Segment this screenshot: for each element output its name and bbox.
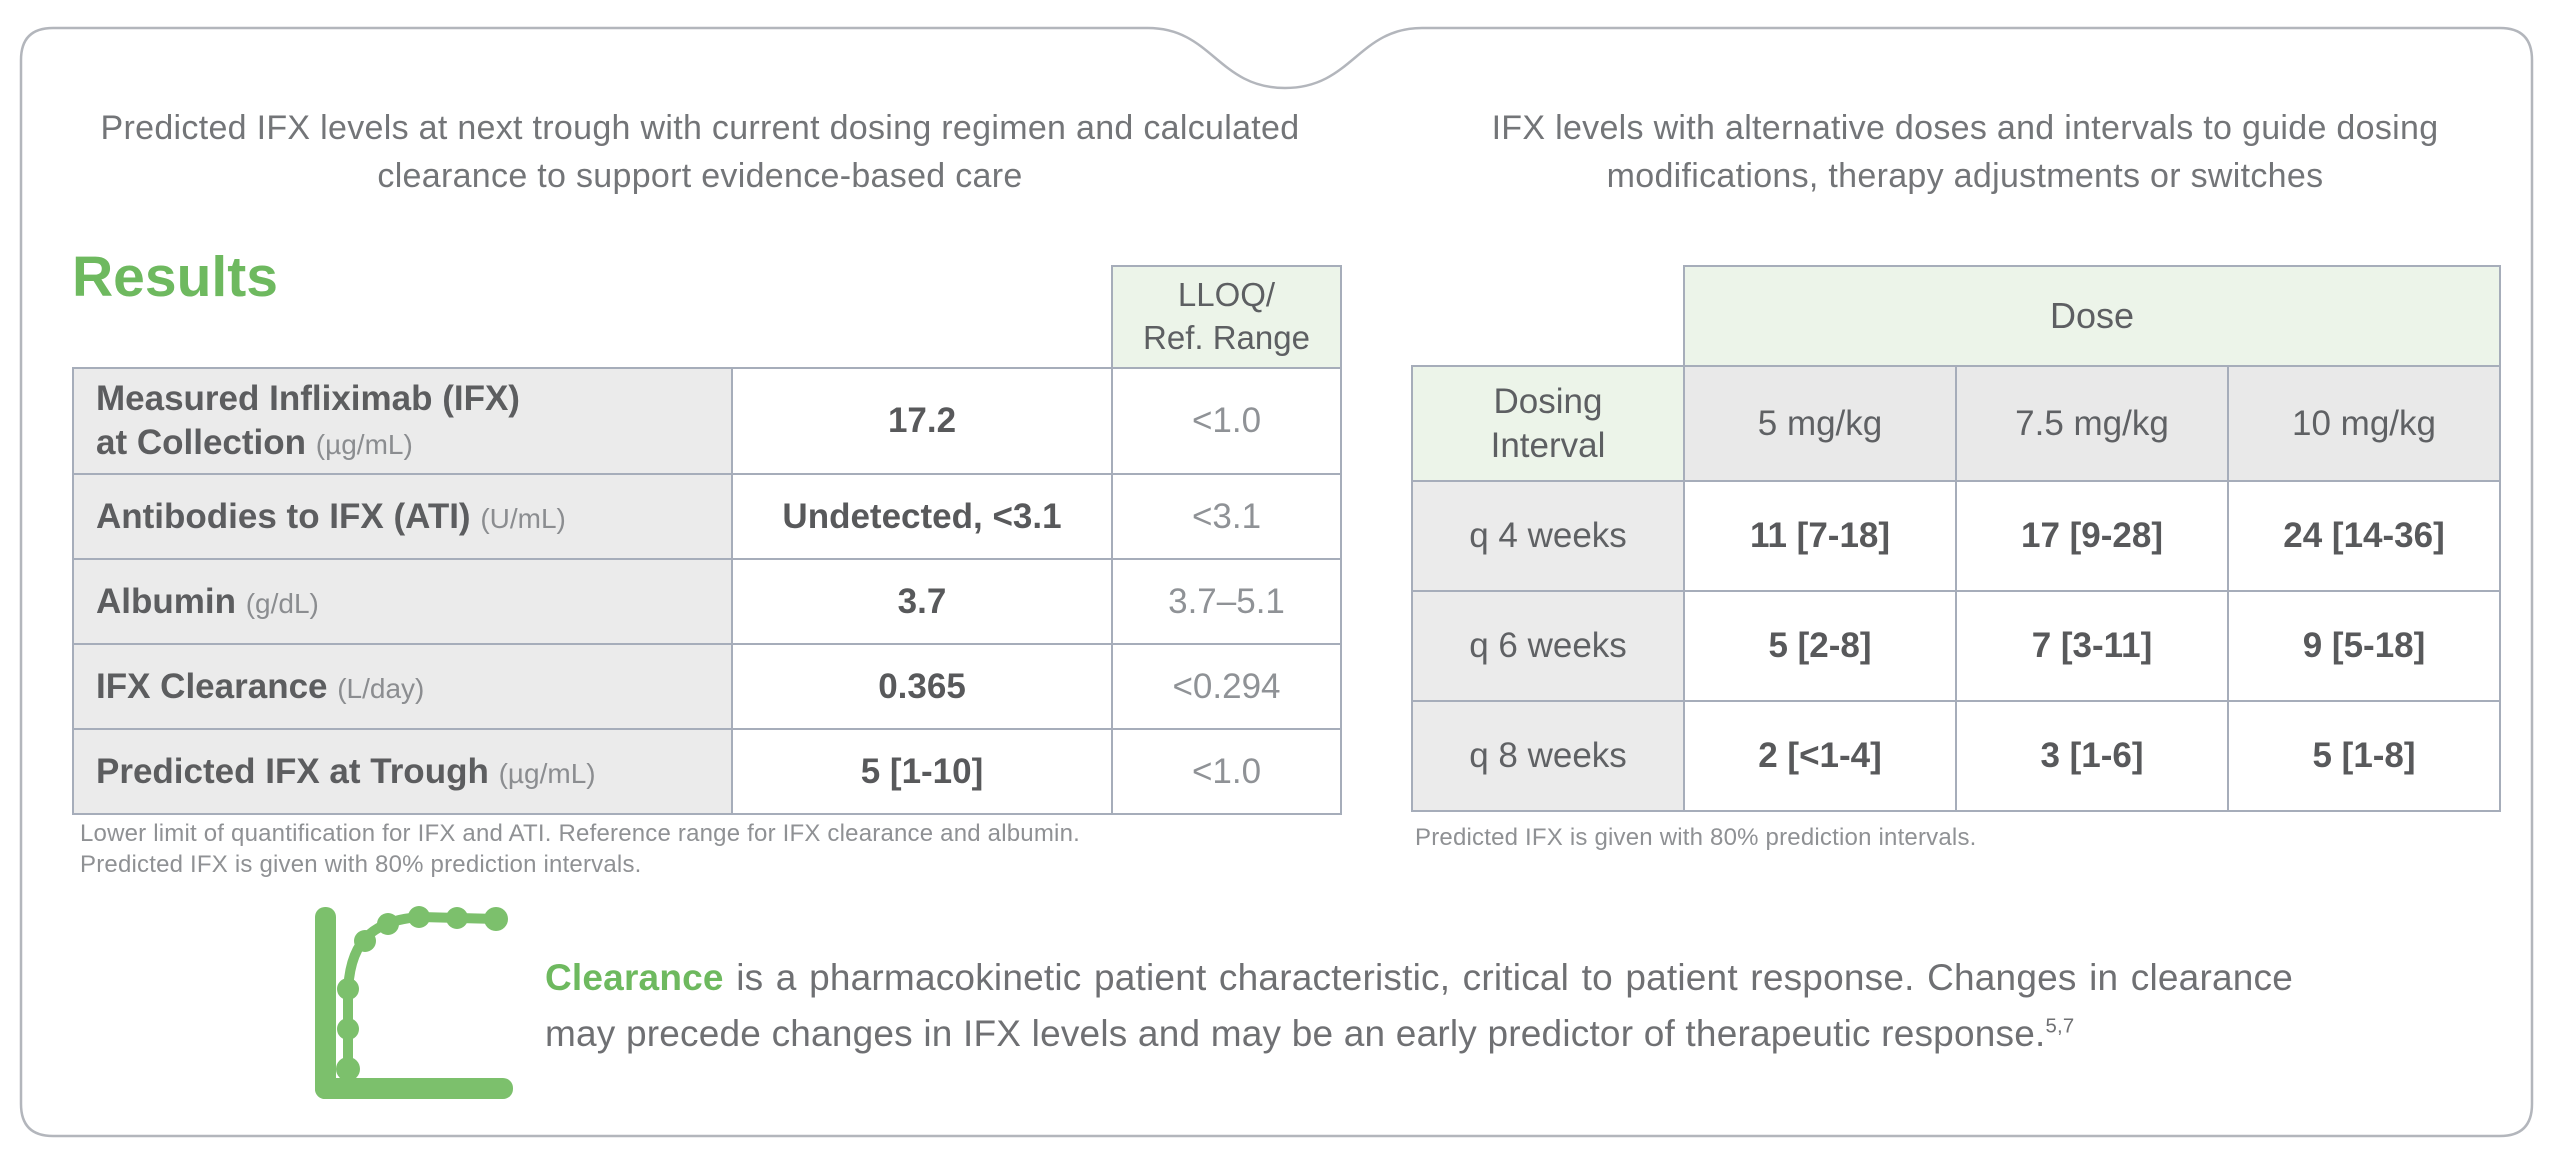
results-heading: Results — [72, 245, 278, 309]
value-q8-7-5mgkg: 3 [1-6] — [1955, 700, 2229, 812]
row-label-measured-ifx: Measured Infliximab (IFX) at Collection … — [72, 367, 733, 475]
dose-subheader-row: Dosing Interval 5 mg/kg 7.5 mg/kg 10 mg/… — [1411, 365, 2502, 482]
intro-right-text: IFX levels with alternative doses and in… — [1491, 109, 2439, 196]
table-row-q6-weeks: q 6 weeks 5 [2-8] 7 [3-11] 9 [5-18] — [1411, 590, 2502, 702]
dose-header-spacer — [1412, 266, 1684, 366]
clearance-note: Clearance is a pharmacokinetic patient c… — [545, 950, 2293, 1061]
lloq-header-line2: Ref. Range — [1143, 319, 1310, 356]
table-row-measured-ifx: Measured Infliximab (IFX) at Collection … — [72, 367, 1342, 475]
row-label-ifx-clearance: IFX Clearance (L/day) — [72, 643, 733, 730]
value-q4-7-5mgkg: 17 [9-28] — [1955, 480, 2229, 592]
label-line1: Measured Infliximab (IFX) — [96, 379, 520, 419]
label-unit: (g/dL) — [245, 587, 319, 619]
lloq-header-line1: LLOQ/ — [1177, 276, 1276, 314]
interval-q8-weeks: q 8 weeks — [1411, 700, 1685, 812]
results-footnote-line2: Predicted IFX is given with 80% predicti… — [80, 851, 642, 879]
dose-header-row: Dose — [1412, 265, 2502, 367]
value-ifx-clearance: 0.365 — [731, 643, 1113, 730]
results-footnote: Lower limit of quantification for IFX an… — [80, 818, 1080, 880]
value-q6-7-5mgkg: 7 [3-11] — [1955, 590, 2229, 702]
row-label-antibodies: Antibodies to IFX (ATI) (U/mL) — [72, 473, 733, 560]
pk-curve-chart-icon — [315, 906, 513, 1099]
label-unit: (U/mL) — [480, 502, 566, 534]
clearance-keyword: Clearance — [545, 957, 724, 998]
value-albumin: 3.7 — [731, 558, 1113, 645]
row-label-albumin: Albumin (g/dL) — [72, 558, 733, 645]
table-row-q8-weeks: q 8 weeks 2 [<1-4] 3 [1-6] 5 [1-8] — [1411, 700, 2502, 812]
lloq-ref-range-header: LLOQ/ Ref. Range — [1111, 265, 1342, 369]
value-antibodies: Undetected, <3.1 — [731, 473, 1113, 560]
dosing-interval-header: Dosing Interval — [1411, 365, 1685, 482]
dose-column-7-5mgkg: 7.5 mg/kg — [1955, 365, 2229, 482]
results-header-row: LLOQ/ Ref. Range — [73, 265, 1342, 369]
intro-left-text: Predicted IFX levels at next trough with… — [100, 109, 1300, 196]
results-header-spacer — [73, 266, 1112, 368]
table-row-predicted-ifx: Predicted IFX at Trough (µg/mL) 5 [1-10]… — [72, 728, 1342, 815]
label-line1: IFX Clearance — [96, 666, 328, 706]
value-q8-5mgkg: 2 [<1-4] — [1683, 700, 1957, 812]
interval-q4-weeks: q 4 weeks — [1411, 480, 1685, 592]
clearance-references: 5,7 — [2045, 1015, 2075, 1038]
table-row-antibodies: Antibodies to IFX (ATI) (U/mL) Undetecte… — [72, 473, 1342, 560]
results-footnote-line1: Lower limit of quantification for IFX an… — [80, 820, 1080, 847]
value-q4-5mgkg: 11 [7-18] — [1683, 480, 1957, 592]
dosing-footnote: Predicted IFX is given with 80% predicti… — [1415, 824, 1977, 851]
dose-column-10mgkg: 10 mg/kg — [2226, 365, 2502, 482]
interval-q6-weeks: q 6 weeks — [1411, 590, 1685, 702]
dose-column-5mgkg: 5 mg/kg — [1683, 365, 1957, 482]
label-unit: (µg/mL) — [315, 429, 413, 460]
ref-measured-ifx: <1.0 — [1111, 367, 1342, 475]
label-line1: Albumin — [96, 581, 236, 621]
value-q4-10mgkg: 24 [14-36] — [2226, 480, 2502, 592]
table-row-ifx-clearance: IFX Clearance (L/day) 0.365 <0.294 — [72, 643, 1342, 730]
label-line2: at Collection — [96, 423, 307, 462]
dose-header: Dose — [1682, 265, 2502, 367]
row-label-predicted-ifx: Predicted IFX at Trough (µg/mL) — [72, 728, 733, 815]
label-line1: Predicted IFX at Trough — [96, 751, 489, 791]
table-row-q4-weeks: q 4 weeks 11 [7-18] 17 [9-28] 24 [14-36] — [1411, 480, 2502, 592]
interval-header-line2: Interval — [1490, 425, 1606, 465]
dosing-table: Dose Dosing Interval 5 mg/kg 7.5 mg/kg 1… — [1411, 265, 2502, 812]
interval-header-line1: Dosing — [1493, 381, 1603, 421]
results-table: LLOQ/ Ref. Range Measured Infliximab (IF… — [72, 265, 1342, 815]
label-unit: (µg/mL) — [498, 757, 596, 789]
value-predicted-ifx: 5 [1-10] — [731, 728, 1113, 815]
value-q8-10mgkg: 5 [1-8] — [2226, 700, 2502, 812]
value-q6-5mgkg: 5 [2-8] — [1683, 590, 1957, 702]
ref-antibodies: <3.1 — [1111, 473, 1342, 560]
ref-ifx-clearance: <0.294 — [1111, 643, 1342, 730]
ref-predicted-ifx: <1.0 — [1111, 728, 1342, 815]
clearance-note-body: is a pharmacokinetic patient characteris… — [545, 957, 2293, 1054]
value-q6-10mgkg: 9 [5-18] — [2226, 590, 2502, 702]
label-line1: Antibodies to IFX (ATI) — [96, 496, 471, 536]
label-unit: (L/day) — [337, 672, 425, 704]
value-measured-ifx: 17.2 — [731, 367, 1113, 475]
table-row-albumin: Albumin (g/dL) 3.7 3.7–5.1 — [72, 558, 1342, 645]
ref-albumin: 3.7–5.1 — [1111, 558, 1342, 645]
